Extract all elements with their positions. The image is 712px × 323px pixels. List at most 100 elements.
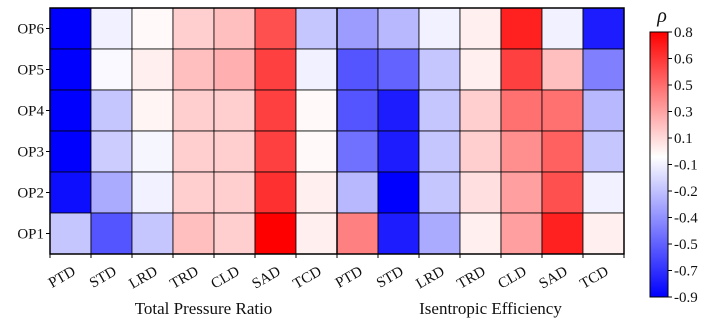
- heatmap-cell-1-1-5: [541, 48, 584, 91]
- heatmap-cell-1-5-1: [377, 212, 420, 255]
- row-label-1: OP5: [17, 63, 44, 79]
- heatmap-cell-0-2-5: [254, 89, 297, 132]
- heatmap-cell-1-1-3: [459, 48, 502, 91]
- heatmap-cell-0-1-2: [131, 48, 174, 91]
- heatmap-cell-0-1-0: [49, 48, 92, 91]
- heatmap-cell-0-0-0: [49, 7, 92, 50]
- heatmap-cell-1-4-2: [418, 171, 461, 214]
- heatmap-frame: [46, 7, 625, 258]
- colorbar: ρ 0.8 0.6 0.5 0.3 0.1 -0.1 -0.2 -0.4 -0.5 -0.7 -0.9: [649, 5, 698, 306]
- colorbar-label-9: -0.7: [674, 264, 698, 280]
- heatmap-cell-0-1-4: [213, 48, 256, 91]
- heatmap-cell-0-4-5: [254, 171, 297, 214]
- row-label-3: OP3: [17, 145, 44, 161]
- column-label-0-2: LRD: [127, 264, 161, 293]
- heatmap-cell-0-4-0: [49, 171, 92, 214]
- heatmap-cell-1-3-3: [459, 130, 502, 173]
- heatmap-cell-0-0-3: [172, 7, 215, 50]
- column-label-0-6: TCD: [291, 264, 325, 293]
- heatmap-cell-1-2-0: [336, 89, 379, 132]
- heatmap-cell-1-1-2: [418, 48, 461, 91]
- heatmap-cell-0-2-1: [90, 89, 133, 132]
- panel-title-0: Total Pressure Ratio: [135, 299, 273, 318]
- colorbar-label-3: 0.3: [674, 105, 693, 121]
- heatmap-cell-0-4-6: [295, 171, 338, 214]
- colorbar-label-5: -0.1: [674, 158, 698, 174]
- heatmap-cell-0-5-3: [172, 212, 215, 255]
- heatmap-cell-0-2-6: [295, 89, 338, 132]
- heatmap-cell-0-3-0: [49, 130, 92, 173]
- column-label-0-1: STD: [87, 264, 120, 292]
- column-label-1-2: LRD: [414, 264, 448, 293]
- heatmap-cell-1-5-3: [459, 212, 502, 255]
- row-label-4: OP2: [17, 186, 44, 202]
- colorbar-label-0: 0.8: [674, 25, 693, 41]
- heatmap-cell-0-3-6: [295, 130, 338, 173]
- column-label-1-1: STD: [374, 264, 407, 292]
- heatmap-cell-1-3-5: [541, 130, 584, 173]
- heatmap-cell-1-5-6: [582, 212, 625, 255]
- heatmap-cell-0-1-1: [90, 48, 133, 91]
- panel-titles: Total Pressure Ratio Isentropic Efficienc…: [135, 299, 563, 318]
- heatmap-cell-0-1-5: [254, 48, 297, 91]
- heatmap-cell-1-5-0: [336, 212, 379, 255]
- heatmap-cell-1-1-4: [500, 48, 543, 91]
- heatmap-cell-0-3-5: [254, 130, 297, 173]
- colorbar-label-4: 0.1: [674, 131, 693, 147]
- panel-title-1: Isentropic Efficiency: [419, 299, 562, 318]
- heatmap-cell-1-3-2: [418, 130, 461, 173]
- heatmap-cell-1-3-4: [500, 130, 543, 173]
- heatmap-cell-1-2-1: [377, 89, 420, 132]
- column-label-0-5: SAD: [250, 264, 284, 293]
- heatmap-cell-1-2-3: [459, 89, 502, 132]
- heatmap-cell-1-5-2: [418, 212, 461, 255]
- heatmap-cell-1-3-6: [582, 130, 625, 173]
- heatmap-cell-1-3-1: [377, 130, 420, 173]
- heatmap-cell-0-2-0: [49, 89, 92, 132]
- heatmap-cell-1-0-5: [541, 7, 584, 50]
- heatmap-cell-0-0-4: [213, 7, 256, 50]
- column-label-0-0: PTD: [46, 264, 79, 292]
- column-label-0-4: CLD: [209, 264, 243, 293]
- heatmap-cell-0-3-4: [213, 130, 256, 173]
- heatmap-cells: [49, 7, 625, 255]
- colorbar-label-1: 0.6: [674, 52, 693, 68]
- heatmap-cell-1-4-5: [541, 171, 584, 214]
- heatmap-cell-0-2-4: [213, 89, 256, 132]
- heatmap-cell-0-5-5: [254, 212, 297, 255]
- heatmap-cell-1-1-1: [377, 48, 420, 91]
- heatmap-cell-0-3-1: [90, 130, 133, 173]
- heatmap-cell-0-0-2: [131, 7, 174, 50]
- heatmap-cell-1-2-4: [500, 89, 543, 132]
- heatmap-cell-1-5-5: [541, 212, 584, 255]
- column-label-1-3: TRD: [455, 264, 489, 293]
- heatmap-cell-1-0-3: [459, 7, 502, 50]
- heatmap-cell-0-4-4: [213, 171, 256, 214]
- heatmap-cell-0-5-0: [49, 212, 92, 255]
- column-label-1-6: TCD: [578, 264, 612, 293]
- heatmap-cell-1-0-0: [336, 7, 379, 50]
- heatmap-cell-1-2-2: [418, 89, 461, 132]
- column-label-1-4: CLD: [496, 264, 530, 293]
- colorbar-label-8: -0.5: [674, 237, 698, 253]
- colorbar-title: ρ: [656, 5, 667, 27]
- heatmap-cell-1-4-1: [377, 171, 420, 214]
- heatmap-cell-0-5-6: [295, 212, 338, 255]
- heatmap-cell-1-4-0: [336, 171, 379, 214]
- colorbar-label-6: -0.2: [674, 184, 698, 200]
- heatmap-cell-0-5-1: [90, 212, 133, 255]
- column-label-1-5: SAD: [537, 264, 571, 293]
- colorbar-label-7: -0.4: [674, 211, 698, 227]
- row-label-0: OP6: [17, 22, 44, 38]
- heatmap-cell-1-4-4: [500, 171, 543, 214]
- heatmap-cell-0-2-3: [172, 89, 215, 132]
- heatmap-cell-0-5-4: [213, 212, 256, 255]
- heatmap-cell-1-2-5: [541, 89, 584, 132]
- heatmap-cell-1-0-2: [418, 7, 461, 50]
- heatmap-cell-1-0-1: [377, 7, 420, 50]
- heatmap-cell-0-0-6: [295, 7, 338, 50]
- heatmap-cell-1-0-4: [500, 7, 543, 50]
- heatmap-cell-0-4-3: [172, 171, 215, 214]
- heatmap-cell-0-0-5: [254, 7, 297, 50]
